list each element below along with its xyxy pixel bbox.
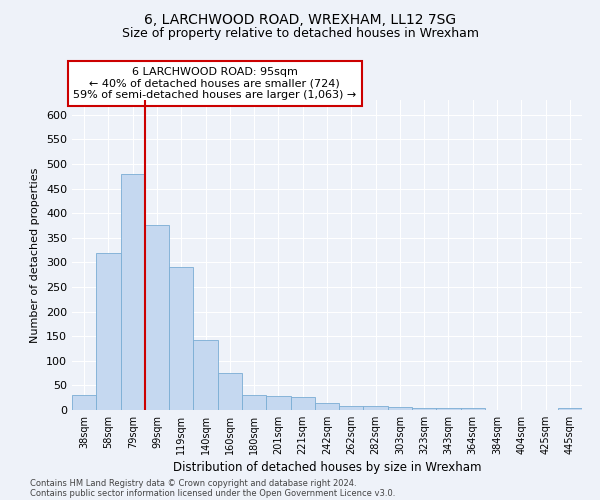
Text: 6 LARCHWOOD ROAD: 95sqm
← 40% of detached houses are smaller (724)
59% of semi-d: 6 LARCHWOOD ROAD: 95sqm ← 40% of detache…: [73, 67, 356, 100]
Bar: [436, 408, 461, 410]
Bar: [461, 408, 485, 410]
Text: Size of property relative to detached houses in Wrexham: Size of property relative to detached ho…: [121, 28, 479, 40]
Bar: [121, 174, 145, 410]
Bar: [412, 408, 436, 410]
Text: Contains HM Land Registry data © Crown copyright and database right 2024.: Contains HM Land Registry data © Crown c…: [30, 478, 356, 488]
Bar: [145, 226, 169, 410]
Text: Contains public sector information licensed under the Open Government Licence v3: Contains public sector information licen…: [30, 488, 395, 498]
X-axis label: Distribution of detached houses by size in Wrexham: Distribution of detached houses by size …: [173, 461, 481, 474]
Bar: [96, 252, 121, 410]
Y-axis label: Number of detached properties: Number of detached properties: [31, 168, 40, 342]
Bar: [388, 407, 412, 410]
Text: 6, LARCHWOOD ROAD, WREXHAM, LL12 7SG: 6, LARCHWOOD ROAD, WREXHAM, LL12 7SG: [144, 12, 456, 26]
Bar: [290, 396, 315, 410]
Bar: [193, 340, 218, 410]
Bar: [72, 395, 96, 410]
Bar: [339, 406, 364, 410]
Bar: [315, 402, 339, 410]
Bar: [169, 268, 193, 410]
Bar: [364, 406, 388, 410]
Bar: [218, 372, 242, 410]
Bar: [266, 396, 290, 410]
Bar: [242, 394, 266, 410]
Bar: [558, 408, 582, 410]
